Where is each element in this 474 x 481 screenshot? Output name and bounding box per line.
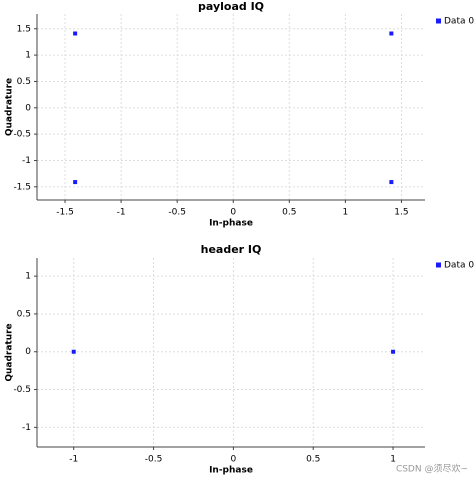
point: [391, 349, 396, 354]
y-tick-label: -0.5: [13, 385, 31, 395]
x-axis-label: In-phase: [209, 466, 253, 476]
point: [389, 180, 394, 185]
legend-label: Data 0: [444, 17, 474, 27]
y-tick-label: 1: [25, 51, 31, 61]
x-tick-label: 0: [230, 208, 236, 218]
y-tick-label: -1.5: [13, 182, 31, 192]
plot-area: [37, 258, 425, 447]
y-tick-label: 0.5: [17, 77, 31, 87]
y-tick-label: -1: [22, 423, 31, 433]
y-axis-label: Quadrature: [5, 323, 15, 381]
y-tick-label: 0: [25, 347, 31, 357]
y-tick-label: -0.5: [13, 130, 31, 140]
legend-marker: [436, 262, 441, 268]
x-tick-label: 1.5: [394, 208, 408, 218]
point: [73, 31, 78, 36]
x-tick-label: 1: [343, 208, 349, 218]
y-tick-label: 1.5: [17, 24, 31, 34]
watermark: CSDN @须尽欢~: [396, 463, 468, 475]
x-tick-label: -1: [117, 208, 126, 218]
y-tick-label: -1: [22, 156, 31, 166]
point: [389, 31, 394, 36]
x-tick-label: 0.5: [306, 455, 320, 465]
x-tick-label: -0.5: [168, 208, 186, 218]
x-tick-label: -0.5: [145, 455, 163, 465]
y-tick-label: 0.5: [17, 309, 31, 319]
x-tick-label: 0.5: [282, 208, 296, 218]
x-axis-label: In-phase: [209, 219, 253, 229]
x-tick-label: -1.5: [56, 208, 74, 218]
plot-area: [37, 14, 425, 200]
y-tick-label: 0: [25, 103, 31, 113]
x-tick-label: 0: [231, 455, 237, 465]
x-tick-label: 1: [390, 455, 396, 465]
y-axis-label: Quadrature: [5, 78, 15, 136]
y-tick-label: 1: [25, 272, 31, 282]
chart-title: payload IQ: [198, 0, 264, 13]
point: [71, 349, 76, 354]
legend-label: Data 0: [444, 261, 474, 271]
legend-marker: [436, 18, 441, 24]
x-tick-label: -1: [69, 455, 78, 465]
chart-title: header IQ: [201, 243, 262, 256]
point: [73, 180, 78, 185]
